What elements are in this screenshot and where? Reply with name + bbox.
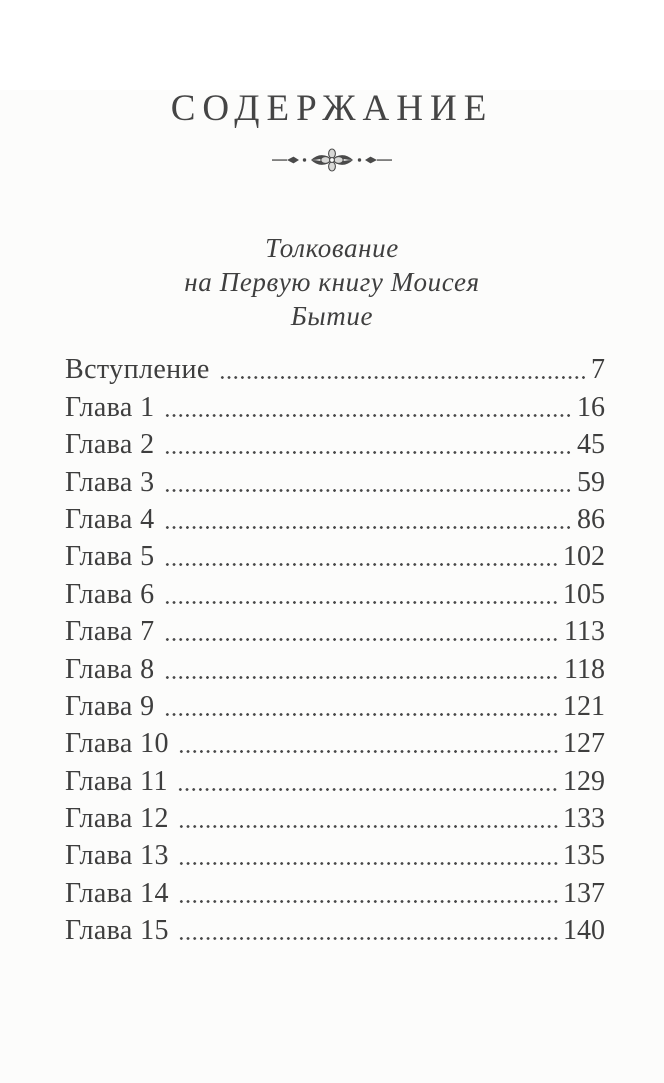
toc-row: Глава 12 133 [65, 796, 605, 833]
toc-dot-leader [218, 376, 586, 380]
toc-entry-label: Глава 10 [65, 728, 169, 760]
book-page: СОДЕРЖАНИЕ [0, 90, 664, 1083]
toc-list: Вступление 7 Глава 1 16 Глава 2 45 Глава… [0, 347, 664, 945]
toc-row: Глава 10 127 [65, 721, 605, 758]
toc-dot-leader [163, 488, 572, 492]
toc-entry-page: 118 [564, 653, 605, 685]
toc-row: Глава 1 16 [65, 384, 605, 421]
toc-entry-page: 129 [563, 765, 605, 797]
toc-row: Глава 2 45 [65, 422, 605, 459]
toc-dot-leader [163, 675, 560, 679]
toc-entry-page: 59 [577, 466, 605, 498]
toc-entry-page: 113 [564, 616, 605, 648]
page-title: СОДЕРЖАНИЕ [170, 88, 494, 129]
toc-row: Глава 3 59 [65, 459, 605, 496]
section-heading-line: Бытие [290, 301, 374, 331]
toc-row: Глава 7 113 [65, 609, 605, 646]
toc-row: Глава 13 135 [65, 833, 605, 870]
toc-entry-page: 133 [563, 803, 605, 835]
toc-dot-leader [163, 638, 560, 642]
toc-dot-leader [163, 525, 572, 529]
toc-entry-page: 135 [563, 840, 605, 872]
toc-entry-label: Глава 5 [65, 541, 155, 573]
toc-entry-page: 127 [563, 728, 605, 760]
toc-dot-leader [176, 787, 558, 791]
toc-row: Глава 11 129 [65, 758, 605, 795]
toc-entry-page: 45 [577, 429, 605, 461]
toc-entry-page: 105 [563, 578, 605, 610]
toc-row: Глава 8 118 [65, 646, 605, 683]
toc-row: Глава 14 137 [65, 870, 605, 907]
section-heading: Толкование на Первую книгу Моисея Бытие [0, 231, 664, 333]
toc-entry-page: 86 [577, 503, 605, 535]
toc-row: Вступление 7 [65, 347, 605, 384]
divider-ornament [0, 147, 664, 173]
toc-entry-label: Глава 8 [65, 653, 155, 685]
floral-divider-icon [272, 148, 392, 172]
toc-entry-page: 137 [563, 877, 605, 909]
toc-entry-label: Глава 13 [65, 840, 169, 872]
toc-entry-page: 140 [563, 915, 605, 947]
toc-entry-page: 16 [577, 391, 605, 423]
toc-dot-leader [177, 937, 558, 941]
toc-dot-leader [177, 750, 558, 754]
toc-entry-label: Вступление [65, 354, 210, 386]
toc-dot-leader [163, 712, 558, 716]
toc-entry-page: 102 [563, 541, 605, 573]
toc-entry-label: Глава 1 [65, 391, 155, 423]
toc-entry-page: 121 [563, 690, 605, 722]
toc-dot-leader [177, 899, 558, 903]
toc-entry-label: Глава 15 [65, 915, 169, 947]
toc-entry-label: Глава 14 [65, 877, 169, 909]
toc-dot-leader [163, 451, 572, 455]
toc-entry-label: Глава 12 [65, 803, 169, 835]
toc-entry-label: Глава 7 [65, 616, 155, 648]
toc-entry-page: 7 [591, 354, 605, 386]
toc-row: Глава 4 86 [65, 497, 605, 534]
section-heading-line: Толкование [265, 233, 399, 263]
toc-entry-label: Глава 4 [65, 503, 155, 535]
toc-dot-leader [177, 862, 558, 866]
toc-dot-leader [177, 825, 558, 829]
toc-entry-label: Глава 3 [65, 466, 155, 498]
toc-row: Глава 15 140 [65, 908, 605, 945]
toc-entry-label: Глава 11 [65, 765, 168, 797]
toc-dot-leader [163, 563, 558, 567]
toc-entry-label: Глава 6 [65, 578, 155, 610]
toc-row: Глава 9 121 [65, 684, 605, 721]
toc-dot-leader [163, 600, 558, 604]
toc-entry-label: Глава 9 [65, 690, 155, 722]
toc-entry-label: Глава 2 [65, 429, 155, 461]
toc-row: Глава 6 105 [65, 571, 605, 608]
toc-dot-leader [163, 413, 572, 417]
section-heading-line: на Первую книгу Моисея [184, 267, 480, 297]
toc-row: Глава 5 102 [65, 534, 605, 571]
